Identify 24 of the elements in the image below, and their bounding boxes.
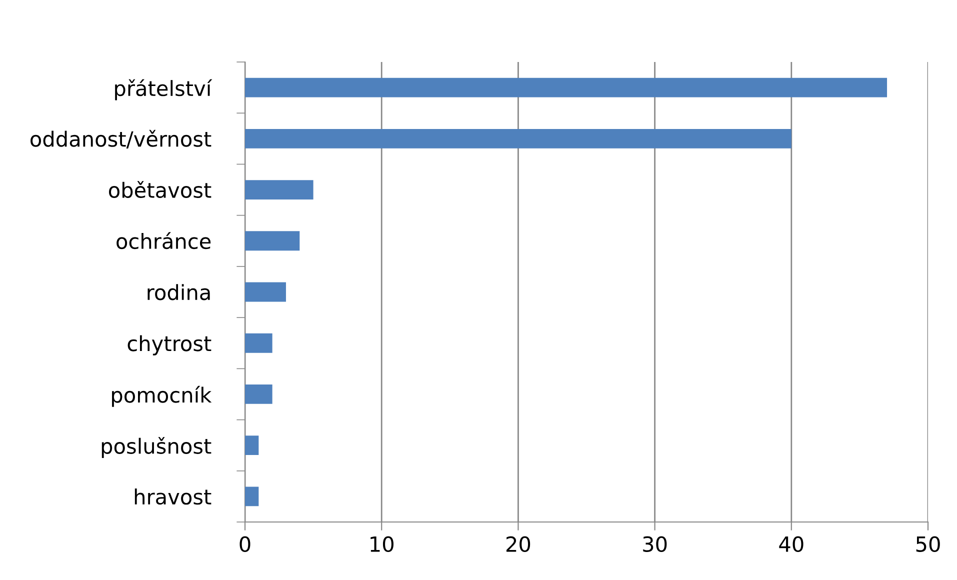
- bar: [245, 486, 259, 506]
- bar: [245, 333, 272, 353]
- y-tick-label: poslušnost: [102, 437, 212, 458]
- bar: [245, 436, 259, 456]
- bar: [245, 180, 314, 200]
- x-tick-label: 10: [370, 536, 394, 552]
- y-tick-label: ochránce: [116, 232, 211, 250]
- y-tick-label: oddanost/věrnost: [30, 130, 212, 149]
- bar: [245, 128, 792, 148]
- y-tick-label: hravost: [134, 488, 212, 505]
- y-tick-label: přátelství: [115, 79, 212, 100]
- x-tick-label: 30: [643, 536, 667, 552]
- bar: [245, 384, 272, 404]
- y-tick-label: pomocník: [112, 386, 212, 407]
- bar: [245, 282, 286, 302]
- x-tick-label: 50: [916, 536, 940, 552]
- y-tick-label: rodina: [148, 284, 210, 300]
- y-tick-label: chytrost: [128, 335, 212, 356]
- x-tick-label: 0: [240, 536, 250, 552]
- y-tick-label: obětavost: [108, 181, 212, 198]
- x-tick-label: 20: [506, 536, 530, 552]
- x-tick-label: 40: [779, 536, 804, 552]
- bar: [245, 231, 300, 251]
- bar: [245, 78, 888, 98]
